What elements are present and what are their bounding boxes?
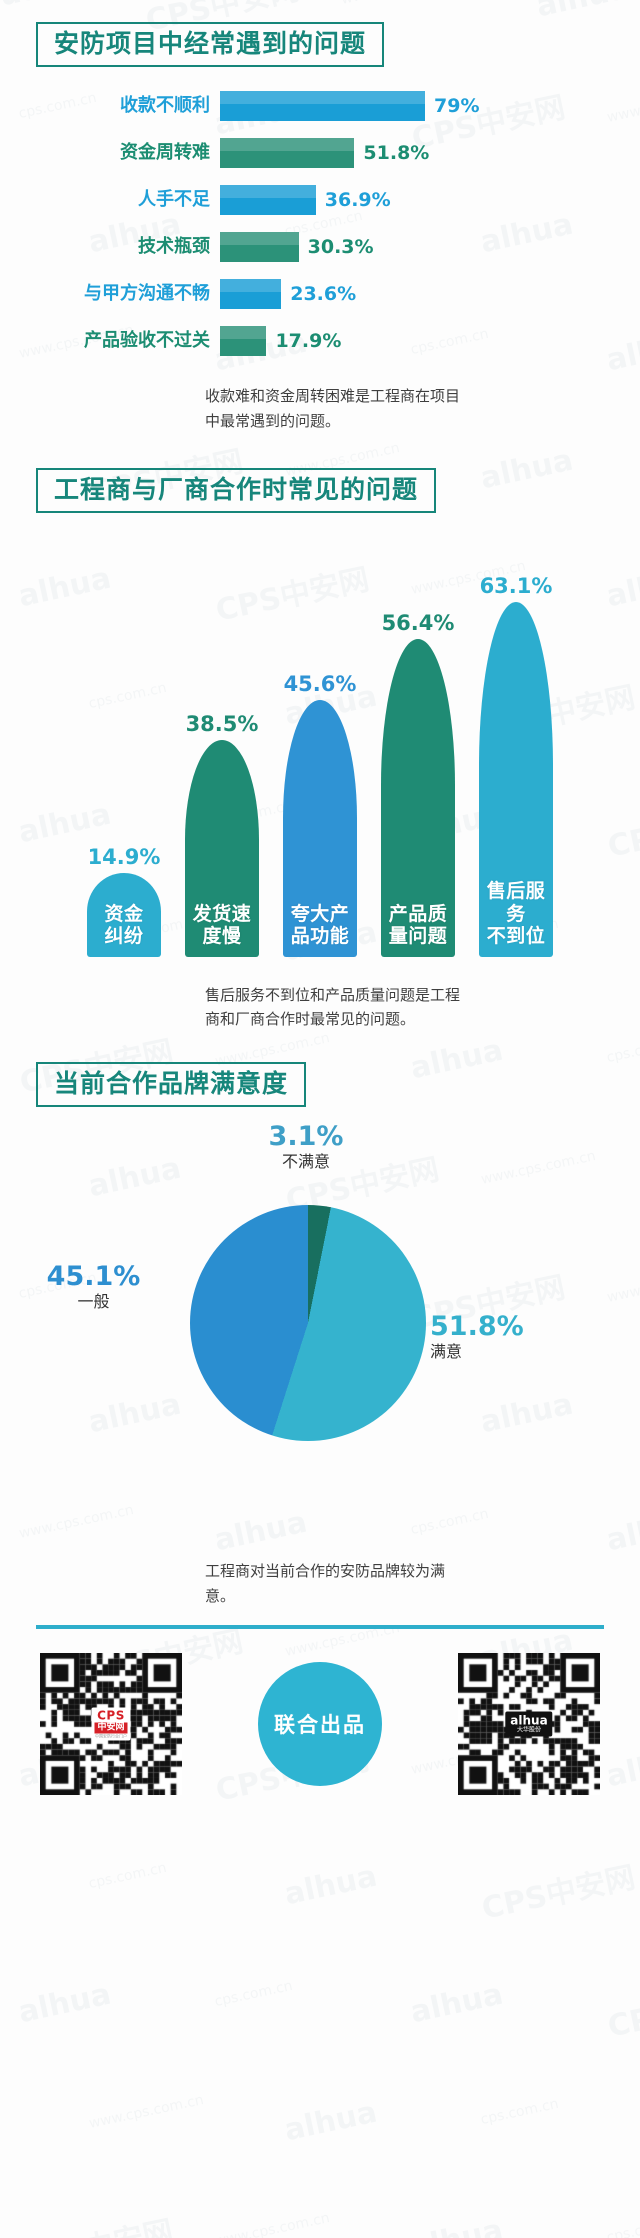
bar-label: 与甲方沟通不畅 bbox=[84, 283, 210, 304]
bar-label: 人手不足 bbox=[138, 189, 210, 210]
petal-column: 38.5% 发货速 度慢 bbox=[179, 711, 265, 957]
bar-value: 36.9% bbox=[324, 188, 391, 211]
petal-shape: 资金 纠纷 bbox=[87, 872, 161, 957]
dahua-logo-badge: alhua 大华股份 bbox=[505, 1711, 553, 1736]
bar-track bbox=[220, 279, 282, 309]
bar-fill bbox=[220, 232, 299, 262]
section-heading-box-cooperation: 工程商与厂商合作时常见的问题 bbox=[36, 467, 437, 513]
bar-fill bbox=[220, 138, 355, 168]
bar-fill bbox=[220, 326, 267, 356]
cps-logo-subtext: 中安网 bbox=[94, 1722, 128, 1733]
bar-track bbox=[220, 91, 425, 121]
caption-cooperation: 售后服务不到位和产品质量问题是工程商和厂商合作时最常见的问题。 bbox=[205, 985, 461, 1029]
caption-problems: 收款难和资金周转困难是工程商在项目中最常遇到的问题。 bbox=[205, 387, 461, 430]
bar-fill bbox=[220, 185, 316, 215]
bar-label: 资金周转难 bbox=[120, 142, 210, 163]
petal-chart-cooperation: 14.9% 资金 纠纷 38.5% 发货速 度慢 45.6% 夸大产 品功能 56.4% 产品质 量问… bbox=[0, 537, 640, 957]
bar-row: 技术瓶颈 30.3% bbox=[0, 230, 640, 264]
section-heading-problems: 安防项目中经常遇到的问题 bbox=[54, 29, 367, 58]
petal-shape: 夸大产 品功能 bbox=[283, 699, 357, 957]
cps-logo-text: CPS bbox=[97, 1708, 125, 1722]
bar-highlight bbox=[220, 326, 267, 339]
section-heading-box-problems: 安防项目中经常遇到的问题 bbox=[36, 22, 385, 67]
bar-value: 30.3% bbox=[307, 235, 374, 258]
joint-production-badge: 联合出品 bbox=[258, 1661, 382, 1786]
bar-highlight bbox=[220, 91, 425, 104]
bar-fill bbox=[220, 279, 282, 309]
bar-value: 79% bbox=[434, 94, 480, 117]
bar-fill bbox=[220, 91, 425, 121]
petal-shape: 发货速 度慢 bbox=[185, 739, 259, 957]
petal-column: 63.1% 售后服务 不到位 bbox=[473, 573, 559, 957]
dahua-logo-subtext: 大华股份 bbox=[516, 1726, 541, 1733]
pie-annotation-unsatisfied: 3.1% 不满意 bbox=[206, 1121, 406, 1172]
cps-logo-caption: 中国安防行业门户 bbox=[94, 1733, 127, 1738]
petal-value: 14.9% bbox=[87, 844, 161, 869]
bar-label: 产品验收不过关 bbox=[84, 330, 210, 351]
petal-label: 资金 纠纷 bbox=[104, 902, 144, 948]
bar-row: 产品验收不过关 17.9% bbox=[0, 324, 640, 358]
petal-column: 45.6% 夸大产 品功能 bbox=[277, 671, 363, 957]
pie-chart-satisfaction: 3.1% 不满意 45.1% 一般 51.8% 满意 bbox=[0, 1113, 640, 1533]
bar-value: 51.8% bbox=[363, 141, 430, 164]
footer: CPS 中安网 中国安防行业门户 联合出品 alhua 大华股份 bbox=[0, 1624, 640, 1821]
bar-value: 23.6% bbox=[290, 282, 357, 305]
pie-label-satisfied: 满意 bbox=[430, 1342, 463, 1362]
bar-label: 收款不顺利 bbox=[120, 95, 210, 116]
petal-label: 产品质 量问题 bbox=[388, 902, 448, 948]
bar-track bbox=[220, 138, 355, 168]
caption-satisfaction: 工程商对当前合作的安防品牌较为满意。 bbox=[205, 1562, 446, 1605]
petal-value: 63.1% bbox=[479, 573, 553, 598]
bar-highlight bbox=[220, 185, 316, 198]
petal-label: 夸大产 品功能 bbox=[290, 902, 350, 948]
bar-highlight bbox=[220, 232, 299, 245]
bar-track bbox=[220, 326, 267, 356]
section-heading-cooperation: 工程商与厂商合作时常见的问题 bbox=[54, 474, 419, 504]
bar-highlight bbox=[220, 279, 282, 292]
pie-annotation-satisfied: 51.8% 满意 bbox=[430, 1311, 620, 1362]
bar-row: 与甲方沟通不畅 23.6% bbox=[0, 277, 640, 311]
bar-track bbox=[220, 232, 299, 262]
cps-logo-badge: CPS 中安网 中国安防行业门户 bbox=[91, 1707, 131, 1740]
section-satisfaction: 当前合作品牌满意度 3.1% 不满意 45.1% 一般 51.8% 满意 工程商… bbox=[0, 1032, 640, 1609]
petal-value: 45.6% bbox=[283, 671, 357, 696]
petal-shape: 产品质 量问题 bbox=[381, 639, 455, 957]
bar-row: 人手不足 36.9% bbox=[0, 183, 640, 217]
bar-track bbox=[220, 185, 316, 215]
joint-production-label: 联合出品 bbox=[274, 1712, 366, 1737]
petal-value: 38.5% bbox=[185, 711, 259, 736]
section-problems: 安防项目中经常遇到的问题 收款不顺利 79% 资金周转难 51.8% 人手不足 36.9%… bbox=[0, 0, 640, 434]
bar-label: 技术瓶颈 bbox=[138, 236, 210, 257]
bar-row: 收款不顺利 79% bbox=[0, 89, 640, 123]
bar-highlight bbox=[220, 138, 355, 151]
cps-qr-code[interactable]: CPS 中安网 中国安防行业门户 bbox=[40, 1652, 182, 1795]
bar-chart-problems: 收款不顺利 79% 资金周转难 51.8% 人手不足 36.9% 技术瓶颈 30.3% 与甲方沟… bbox=[0, 89, 640, 358]
bar-row: 资金周转难 51.8% bbox=[0, 136, 640, 170]
pie-value-average: 45.1% bbox=[46, 1261, 141, 1292]
pie-label-average: 一般 bbox=[77, 1292, 110, 1312]
petal-label: 售后服务 不到位 bbox=[486, 880, 546, 948]
petal-value: 56.4% bbox=[381, 611, 455, 636]
pie-value-unsatisfied: 3.1% bbox=[268, 1121, 344, 1152]
petal-column: 56.4% 产品质 量问题 bbox=[375, 611, 461, 957]
petal-label: 发货速 度慢 bbox=[192, 902, 252, 948]
pie-value-satisfied: 51.8% bbox=[430, 1311, 524, 1342]
pie-annotation-average: 45.1% 一般 bbox=[6, 1261, 181, 1312]
section-heading-satisfaction: 当前合作品牌满意度 bbox=[54, 1069, 289, 1098]
petal-shape: 售后服务 不到位 bbox=[479, 601, 553, 957]
bar-value: 17.9% bbox=[275, 329, 342, 352]
section-cooperation: 工程商与厂商合作时常见的问题 14.9% 资金 纠纷 38.5% 发货速 度慢 45.6% 夸… bbox=[0, 434, 640, 1033]
section-heading-box-satisfaction: 当前合作品牌满意度 bbox=[36, 1062, 307, 1107]
pie-label-unsatisfied: 不满意 bbox=[281, 1152, 330, 1172]
dahua-logo-text: alhua bbox=[510, 1713, 548, 1727]
footer-divider bbox=[36, 1624, 604, 1629]
pie-graphic bbox=[190, 1205, 426, 1441]
petal-column: 14.9% 资金 纠纷 bbox=[81, 844, 167, 957]
dahua-qr-code[interactable]: alhua 大华股份 bbox=[458, 1652, 600, 1795]
